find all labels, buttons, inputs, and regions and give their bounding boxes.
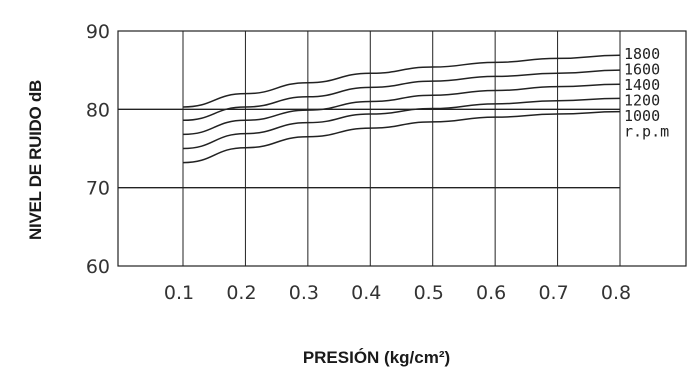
x-tick-label: 0.1 bbox=[164, 282, 194, 304]
legend-entry-1600: 1600 bbox=[624, 61, 660, 79]
series-line-1400 bbox=[182, 83, 621, 136]
x-tick-labels: 0.1 0.2 0.3 0.4 0.5 0.6 0.7 0.8 bbox=[164, 282, 631, 304]
legend-entry-1000: 1000 bbox=[624, 107, 660, 125]
series-line-1000 bbox=[182, 110, 621, 164]
grid bbox=[117, 30, 687, 267]
legend-entry-1800: 1800 bbox=[624, 45, 660, 63]
x-tick-label: 0.4 bbox=[351, 282, 381, 304]
y-axis-label: NIVEL DE RUIDO dB bbox=[26, 80, 45, 240]
plot-frame bbox=[117, 30, 687, 267]
y-tick-label: 90 bbox=[86, 21, 110, 43]
x-tick-label: 0.7 bbox=[538, 282, 568, 304]
series-line-1600 bbox=[182, 69, 621, 122]
x-tick-label: 0.3 bbox=[289, 282, 319, 304]
x-axis-label: PRESIÓN (kg/cm²) bbox=[302, 348, 451, 367]
series-lines bbox=[182, 54, 621, 164]
x-tick-label: 0.2 bbox=[226, 282, 256, 304]
legend-title: r.p.m bbox=[624, 123, 669, 141]
y-tick-label: 80 bbox=[86, 99, 110, 121]
legend-entry-1400: 1400 bbox=[624, 76, 660, 94]
y-tick-labels: 60 70 80 90 bbox=[86, 21, 110, 278]
x-tick-label: 0.6 bbox=[476, 282, 506, 304]
series-line-1200 bbox=[182, 97, 621, 150]
x-axis-label-wrap: PRESIÓN (kg/cm²) bbox=[0, 348, 699, 368]
series-line-1800 bbox=[182, 54, 621, 108]
y-tick-label: 70 bbox=[86, 178, 110, 200]
x-tick-label: 0.5 bbox=[414, 282, 444, 304]
legend-entry-1200: 1200 bbox=[624, 92, 660, 110]
x-tick-label: 0.8 bbox=[601, 282, 631, 304]
y-tick-label: 60 bbox=[86, 256, 110, 278]
